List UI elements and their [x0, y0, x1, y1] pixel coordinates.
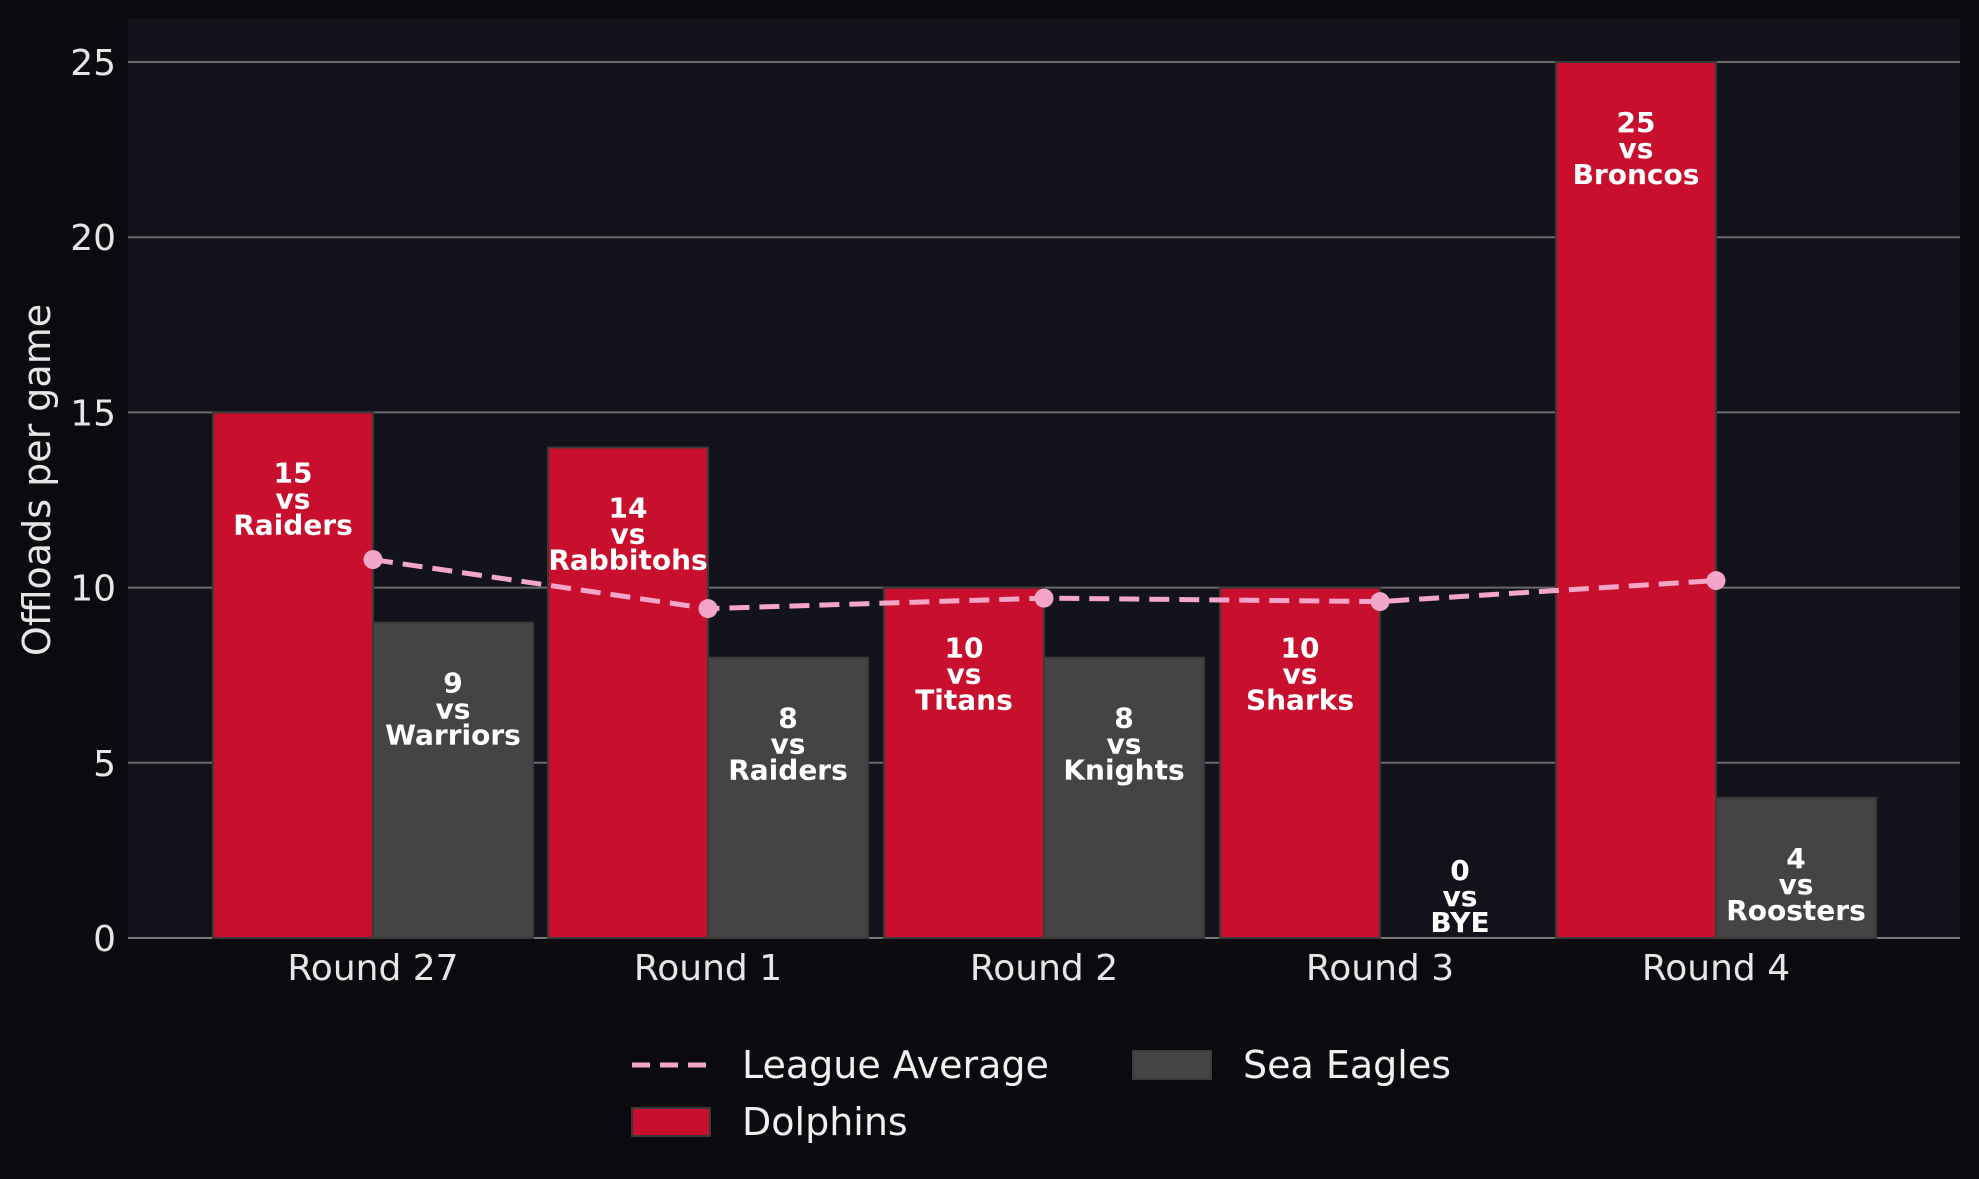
bar-value-label: 14 — [609, 491, 648, 524]
bar-opponent-label: BYE — [1430, 906, 1489, 939]
legend: League Average Sea Eagles Dolphins — [631, 1043, 1451, 1144]
bar-label: 9 vs Warriors — [385, 667, 521, 752]
bar-opponent-label: Sharks — [1246, 684, 1354, 717]
bar-sea-eagles — [1043, 656, 1205, 939]
legend-label: League Average — [742, 1043, 1049, 1087]
bar-opponent-label: Raiders — [728, 754, 848, 787]
bar-vs-label: vs — [1107, 728, 1142, 761]
bar-label: 8 vs Knights — [1063, 702, 1184, 787]
bar-value-label: 25 — [1617, 106, 1656, 139]
x-tick-label: Round 1 — [634, 948, 782, 989]
bar-vs-label: vs — [1619, 132, 1654, 165]
bar-value-label: 0 — [1450, 854, 1469, 887]
league-average-point — [363, 550, 383, 570]
legend-swatch-sea-eagles — [1132, 1050, 1212, 1080]
bar-label: 0 vs BYE — [1430, 854, 1489, 939]
x-tick-label: Round 27 — [287, 948, 458, 989]
bar-opponent-label: Raiders — [233, 508, 353, 541]
bar-dolphins — [547, 446, 709, 939]
bar-sea-eagles — [1715, 796, 1877, 940]
bar-label: 25 vs Broncos — [1573, 106, 1700, 191]
bar-vs-label: vs — [436, 693, 471, 726]
x-tick-label: Round 2 — [970, 948, 1118, 989]
bar-vs-label: vs — [1283, 658, 1318, 691]
x-tick-label: Round 3 — [1306, 948, 1454, 989]
bar-dolphins — [1219, 586, 1381, 939]
league-average-point — [1706, 571, 1726, 591]
y-tick-label: 20 — [70, 218, 116, 259]
bar-opponent-label: Titans — [915, 684, 1013, 717]
bar-vs-label: vs — [276, 482, 311, 515]
axis-ticks: 0 5 10 15 20 25 Round 27 Round 1 Round 2 Round 3 R… — [70, 43, 1790, 989]
bar-value-label: 8 — [1114, 702, 1133, 735]
bar-label: 8 vs Raiders — [728, 702, 848, 787]
bar-value-label: 8 — [778, 702, 797, 735]
y-tick-label: 0 — [93, 919, 116, 960]
bar-value-label: 10 — [1281, 632, 1320, 665]
bar-label: 10 vs Sharks — [1246, 632, 1354, 717]
bar-vs-label: vs — [1443, 880, 1478, 913]
bar-value-label: 15 — [274, 456, 313, 489]
y-tick-label: 15 — [70, 393, 116, 434]
bar-opponent-label: Rabbitohs — [548, 543, 707, 576]
bar-label: 14 vs Rabbitohs — [548, 491, 707, 576]
bar-opponent-label: Broncos — [1573, 158, 1700, 191]
bar-opponent-label: Knights — [1063, 754, 1184, 787]
legend-label: Sea Eagles — [1243, 1043, 1451, 1087]
bar-value-label: 4 — [1786, 842, 1805, 875]
bar-opponent-label: Roosters — [1726, 894, 1866, 927]
bar-label: 4 vs Roosters — [1726, 842, 1866, 927]
bar-vs-label: vs — [1779, 868, 1814, 901]
bar-label: 10 vs Titans — [915, 632, 1013, 717]
bar-vs-label: vs — [611, 517, 646, 550]
league-average-line — [363, 550, 1726, 619]
bar-dolphins — [1555, 61, 1717, 939]
league-average-point — [698, 599, 718, 619]
bar-label: 15 vs Raiders — [233, 456, 353, 541]
bar-value-label: 10 — [945, 632, 984, 665]
bar-sea-eagles — [707, 656, 869, 939]
y-tick-label: 25 — [70, 43, 116, 84]
x-tick-label: Round 4 — [1642, 948, 1790, 989]
bar-sea-eagles — [372, 621, 534, 939]
league-average-point — [1370, 592, 1390, 612]
league-average-point — [1034, 588, 1054, 608]
legend-swatch-dolphins — [631, 1107, 711, 1137]
y-tick-label: 5 — [93, 744, 116, 785]
y-axis-label: Offloads per game — [15, 304, 59, 656]
legend-label: Dolphins — [742, 1100, 908, 1144]
bars — [212, 61, 1877, 940]
bar-opponent-label: Warriors — [385, 719, 521, 752]
bar-vs-label: vs — [771, 728, 806, 761]
bar-value-label: 9 — [443, 667, 462, 700]
y-tick-label: 10 — [70, 569, 116, 610]
bar-dolphins — [212, 411, 374, 939]
bar-vs-label: vs — [947, 658, 982, 691]
bar-dolphins — [883, 586, 1045, 939]
